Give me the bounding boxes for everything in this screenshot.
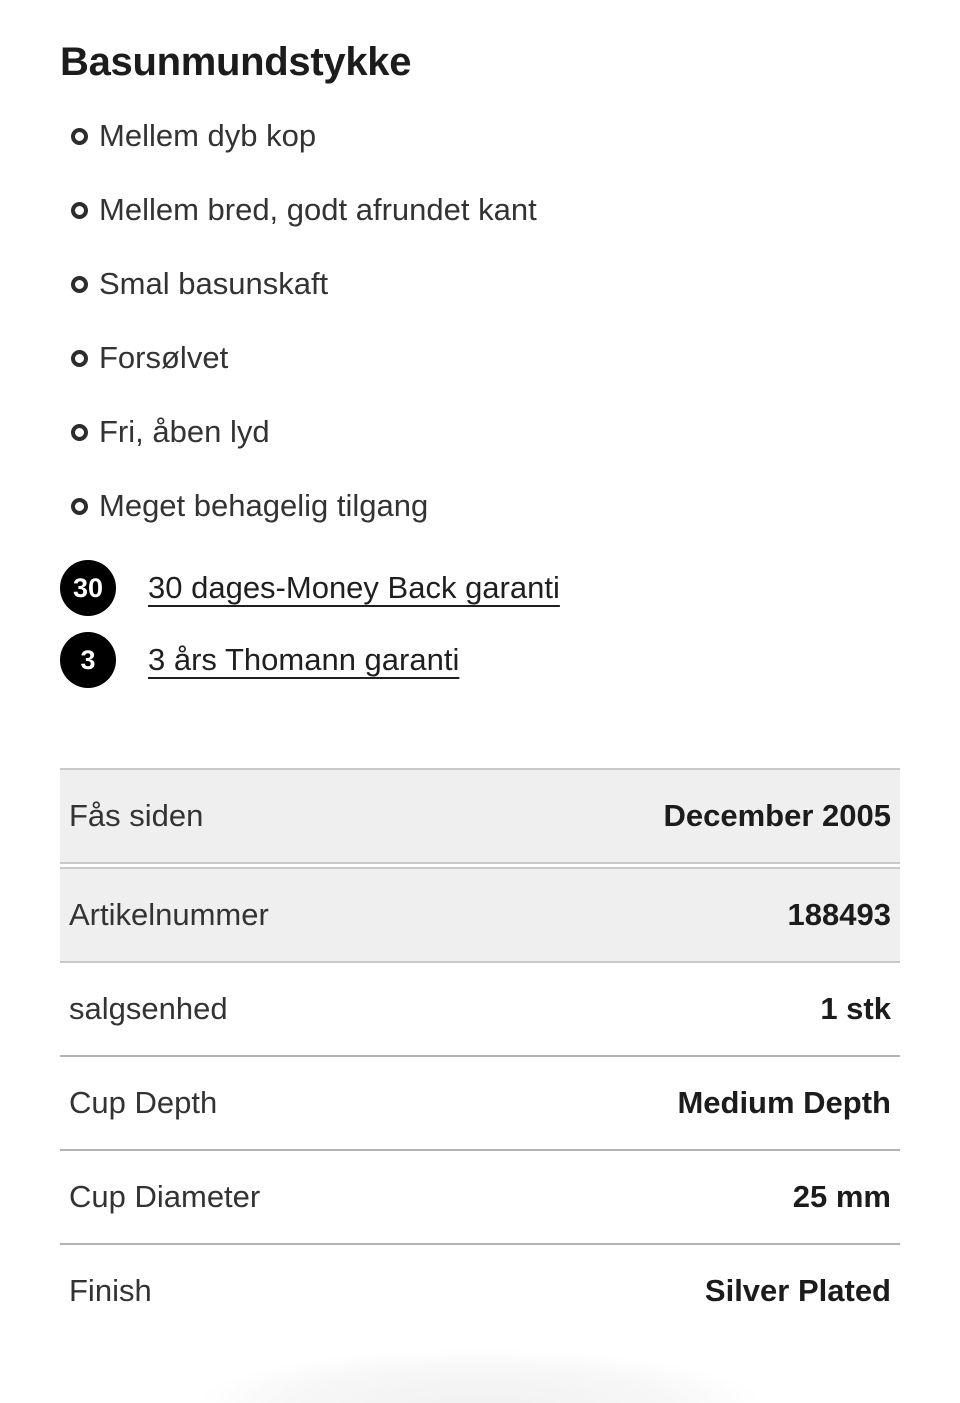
table-row: salgsenhed 1 stk <box>60 963 900 1057</box>
spec-value: Silver Plated <box>704 1273 891 1308</box>
spec-value: 1 stk <box>820 991 891 1026</box>
warranty-badge-icon: 3 <box>60 632 116 688</box>
money-back-guarantee-row: 30 30 dages-Money Back garanti <box>60 560 900 616</box>
feature-item: Mellem dyb kop <box>60 116 900 156</box>
warranty-guarantee-link[interactable]: 3 års Thomann garanti <box>148 642 460 677</box>
guarantee-section: 30 30 dages-Money Back garanti 3 3 års T… <box>60 560 900 688</box>
table-row: Artikelnummer 188493 <box>60 867 900 963</box>
product-photo-top-edge <box>200 1345 760 1403</box>
money-back-badge-icon: 30 <box>60 560 116 616</box>
table-row: Cup Diameter 25 mm <box>60 1151 900 1245</box>
table-row: Cup Depth Medium Depth <box>60 1057 900 1151</box>
money-back-guarantee-link[interactable]: 30 dages-Money Back garanti <box>148 570 560 605</box>
product-detail-content: Basunmundstykke Mellem dyb kop Mellem br… <box>60 40 900 1337</box>
feature-list: Mellem dyb kop Mellem bred, godt afrunde… <box>60 116 900 526</box>
feature-item: Mellem bred, godt afrundet kant <box>60 190 900 230</box>
table-row: Fås siden December 2005 <box>60 768 900 864</box>
feature-item: Forsølvet <box>60 338 900 378</box>
spec-label: Artikelnummer <box>69 897 269 932</box>
spec-label: salgsenhed <box>69 991 228 1026</box>
warranty-guarantee-row: 3 3 års Thomann garanti <box>60 632 900 688</box>
spec-value: 188493 <box>787 897 891 932</box>
page-title: Basunmundstykke <box>60 40 412 84</box>
spec-value: December 2005 <box>663 798 892 833</box>
spec-label: Cup Diameter <box>69 1179 261 1214</box>
feature-item: Fri, åben lyd <box>60 412 900 452</box>
spec-label: Finish <box>69 1273 152 1308</box>
feature-item: Meget behagelig tilgang <box>60 486 900 526</box>
feature-item: Smal basunskaft <box>60 264 900 304</box>
spec-table: Fås siden December 2005 Artikelnummer 18… <box>60 768 900 1337</box>
spec-value: 25 mm <box>792 1179 891 1214</box>
spec-label: Cup Depth <box>69 1085 218 1120</box>
table-row: Finish Silver Plated <box>60 1245 900 1337</box>
spec-value: Medium Depth <box>677 1085 891 1120</box>
spec-label: Fås siden <box>69 798 204 833</box>
